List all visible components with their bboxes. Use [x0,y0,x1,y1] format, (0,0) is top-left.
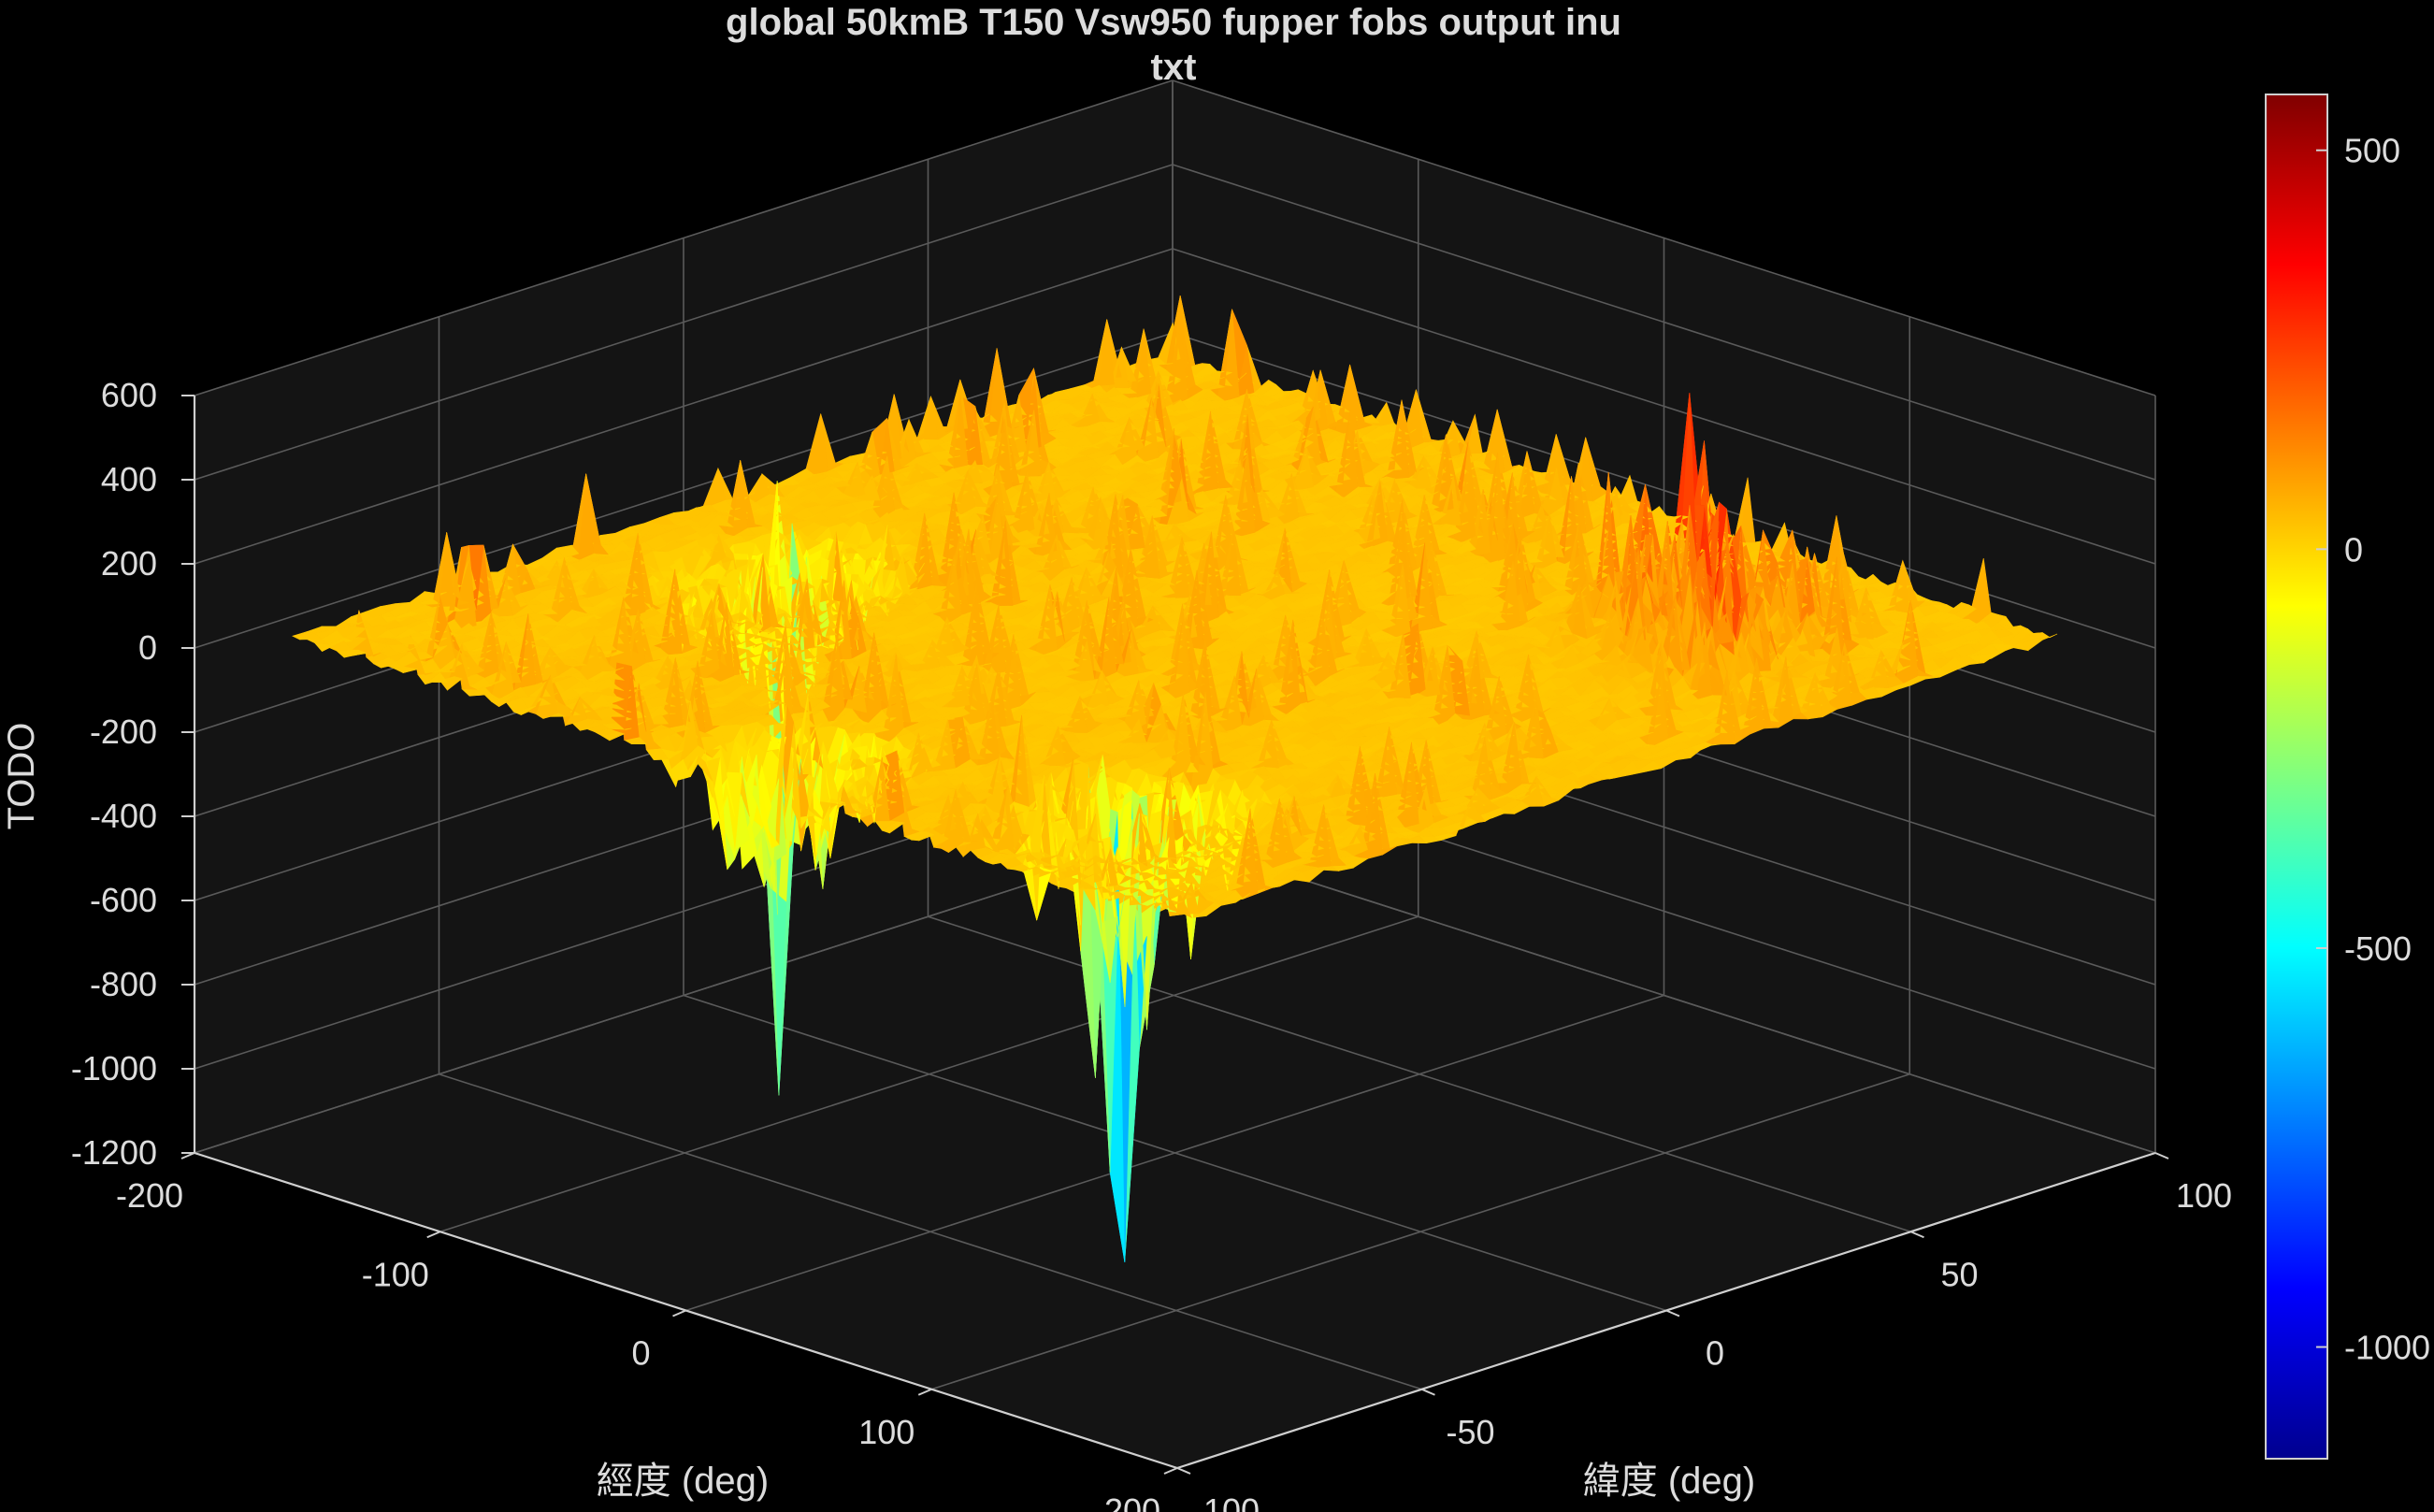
gridline-z-right [1172,79,2156,396]
chart-title-line-1: global 50kmB T150 Vsw950 fupper fobs out… [726,2,1621,43]
gridline-z-right [1172,332,2156,649]
surface [292,295,2058,1263]
gridline-y-floor [439,1073,1422,1390]
gridline-z-left [194,79,1174,396]
gridline-z-left [194,837,1174,1154]
gridline-z-right [1172,248,2156,565]
gridline-z-right [1172,837,2156,1154]
gridline-z-left [194,332,1174,649]
gridline-z-left [194,248,1174,565]
gridline-z-left [194,164,1174,481]
gridline-z-right [1172,164,2156,481]
gridline-y-floor [683,994,1667,1312]
